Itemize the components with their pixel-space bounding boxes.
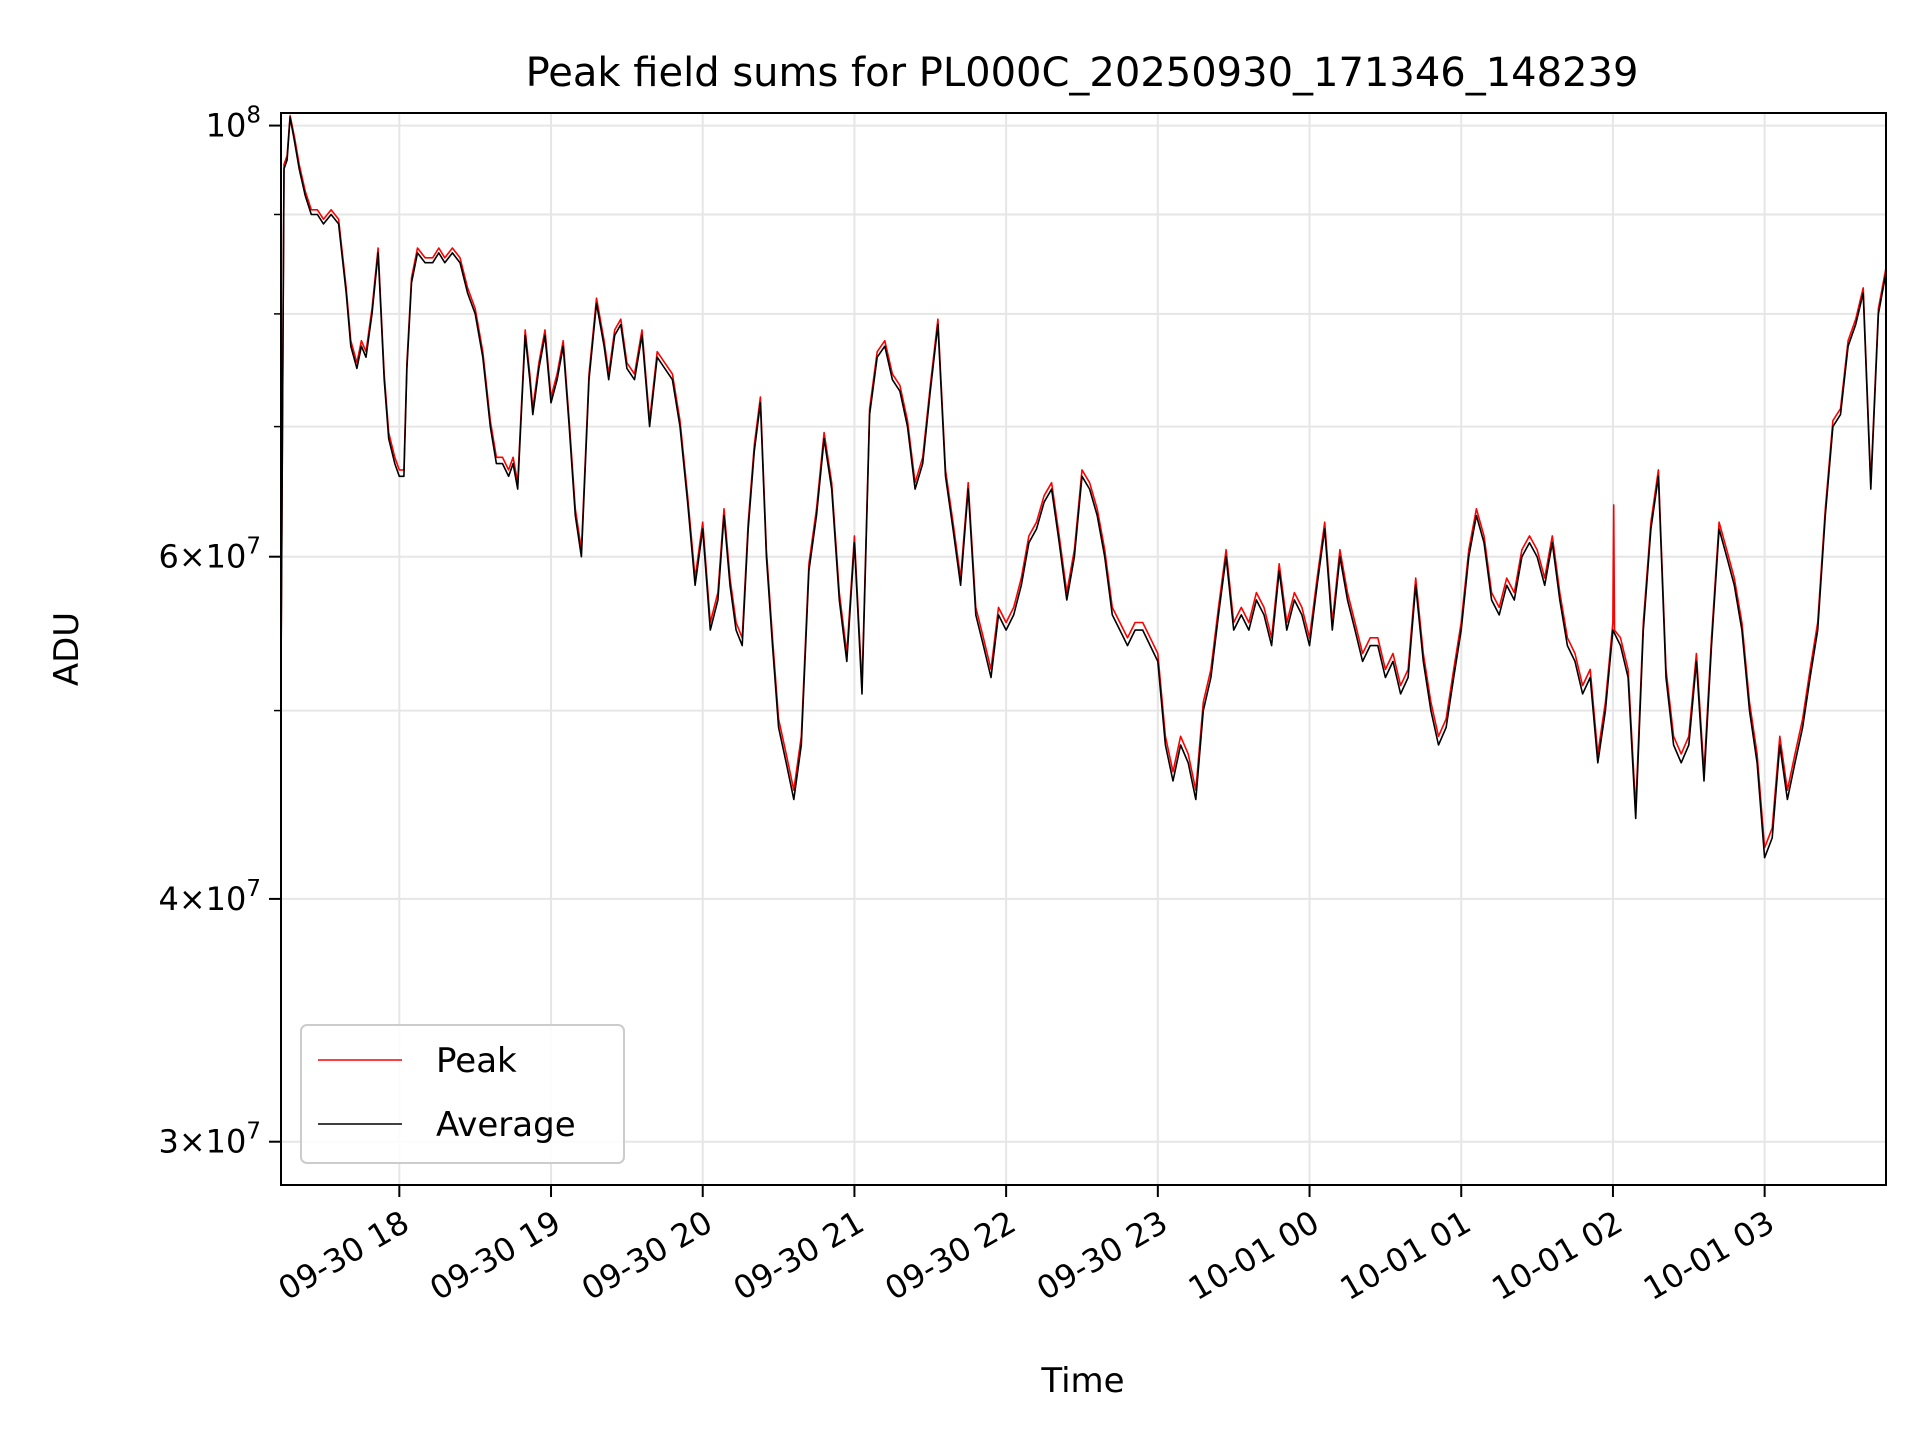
series-lines [280,114,1887,859]
plot-area [281,113,1886,1185]
chart-title: Peak field sums for PL000C_20250930_1713… [526,50,1639,96]
x-axis-label: Time [1040,1361,1124,1401]
legend: Peak Average [300,1024,625,1164]
y-tick-label: 4×107 [158,876,261,918]
y-tick-label: 3×107 [158,1119,261,1161]
y-axis-label: ADU [47,612,87,686]
y-tick-label: 6×107 [158,534,261,576]
y-axis-ticks: 108 6×107 4×107 3×107 [158,103,281,1161]
y-tick-label: 108 [206,103,261,145]
legend-label-peak: Peak [436,1041,517,1081]
series-line-average [280,116,1887,859]
plot-frame [280,112,1887,1186]
legend-label-average: Average [436,1105,576,1145]
grid-lines [281,113,1886,1185]
